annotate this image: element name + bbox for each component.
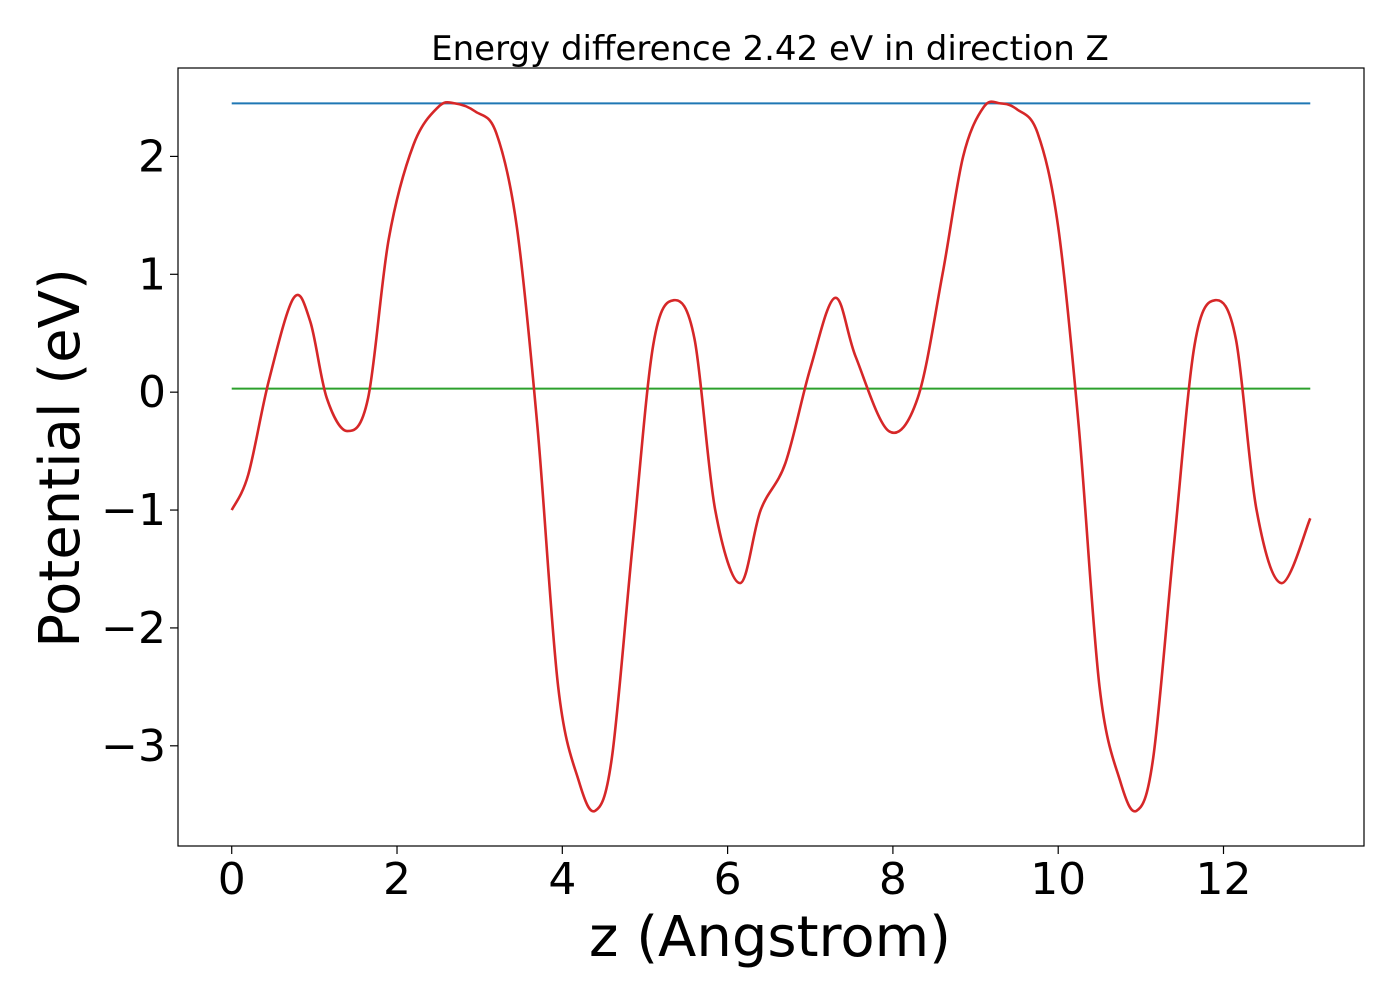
x-axis-label: z (Angstrom) (589, 905, 951, 970)
x-tick-label: 4 (548, 854, 576, 905)
x-tick-label: 8 (879, 854, 907, 905)
x-axis-ticks: 0 2 4 6 8 10 12 (218, 846, 1251, 905)
series-line-0 (230, 100, 1312, 813)
y-tick-label: −1 (101, 485, 166, 536)
y-axis-ticks: −3 −2 −1 0 1 2 (101, 131, 178, 772)
y-tick-label: 0 (138, 367, 166, 418)
x-tick-label: 10 (1030, 854, 1086, 905)
y-tick-label: −3 (101, 721, 166, 772)
x-tick-label: 6 (714, 854, 742, 905)
y-axis-label: Potential (eV) (28, 268, 93, 648)
chart-title: Energy difference 2.42 eV in direction Z (431, 29, 1109, 69)
y-tick-label: 1 (138, 249, 166, 300)
x-tick-label: 0 (218, 854, 246, 905)
y-tick-label: 2 (138, 131, 166, 182)
plot-area-frame (177, 67, 1365, 847)
series-layer (230, 100, 1312, 813)
y-tick-label: −2 (101, 603, 166, 654)
x-tick-label: 12 (1195, 854, 1251, 905)
x-tick-label: 2 (383, 854, 411, 905)
